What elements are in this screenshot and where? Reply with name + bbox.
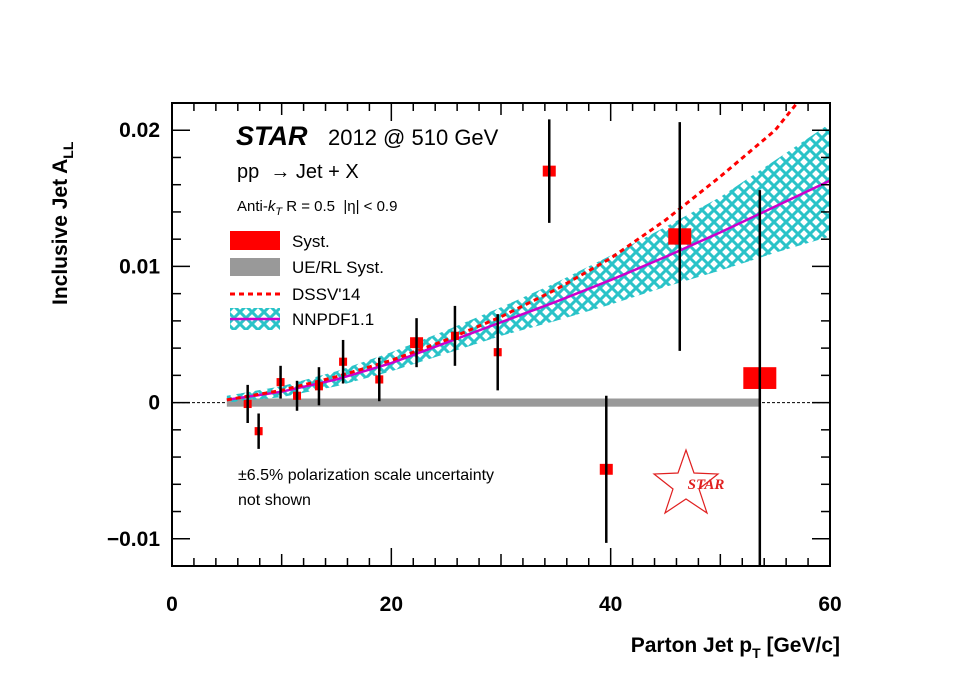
- x-tick-label: 40: [599, 593, 622, 616]
- y-tick-label: 0.02: [119, 119, 160, 142]
- x-axis-title: Parton Jet pT [GeV/c]: [631, 634, 840, 661]
- y-axis-title: Inclusive Jet ALL: [49, 141, 76, 305]
- x-tick-label: 60: [818, 593, 841, 616]
- nnpdf-band: [226, 123, 830, 403]
- legend-syst-label: Syst.: [292, 232, 330, 251]
- ue-rl-syst-band: [226, 398, 760, 407]
- legend-syst-swatch: [230, 231, 280, 250]
- legend-ue-swatch: [230, 258, 280, 276]
- run-label: 2012 @ 510 GeV: [328, 125, 499, 150]
- star-logo-shape: [652, 448, 720, 515]
- y-tick-label: 0: [148, 392, 160, 415]
- process-label: pp → Jet + X: [237, 161, 359, 183]
- legend-nnpdf-label: NNPDF1.1: [292, 310, 374, 329]
- plot-layer: [172, 103, 830, 407]
- dssv-line: [226, 103, 799, 402]
- polarization-note-line1: ±6.5% polarization scale uncertainty: [238, 467, 494, 484]
- data-layer: [243, 119, 777, 566]
- experiment-title: STAR: [236, 121, 308, 151]
- y-tick-label: 0.01: [119, 255, 160, 278]
- legend: Syst. UE/RL Syst. DSSV'14 NNPDF1.1: [230, 231, 384, 330]
- algorithm-label: Anti-kT R = 0.5 |η| < 0.9: [237, 198, 397, 218]
- x-tick-label: 0: [166, 593, 178, 616]
- polarization-note-line2: not shown: [238, 492, 311, 509]
- star-logo-text: STAR: [688, 477, 725, 493]
- nnpdf-line: [226, 179, 830, 402]
- star-logo: STAR: [652, 448, 725, 515]
- axis-layer: −0.01 0 0.01 0.02 0 20 40 60: [107, 102, 842, 616]
- x-tick-label: 20: [380, 593, 403, 616]
- legend-dssv-label: DSSV'14: [292, 285, 360, 304]
- y-tick-label: −0.01: [107, 528, 160, 551]
- legend-ue-label: UE/RL Syst.: [292, 258, 384, 277]
